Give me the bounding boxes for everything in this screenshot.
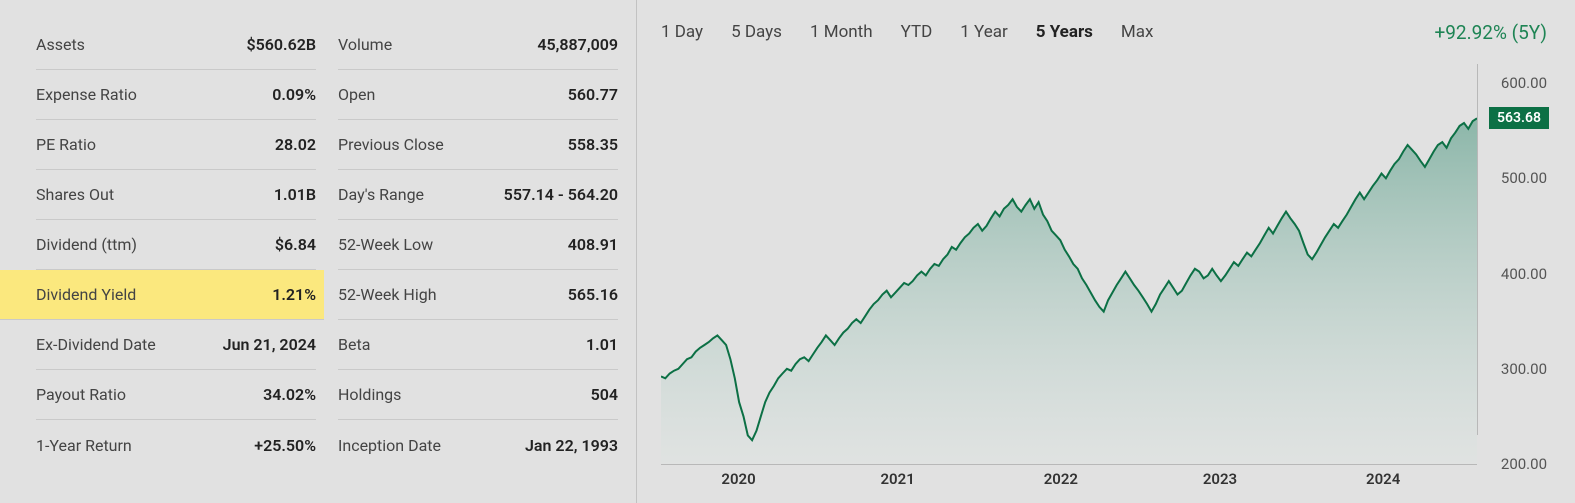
- stat-row-payout-ratio: Payout Ratio 34.02%: [36, 370, 316, 420]
- stats-panel: Assets $560.62B Expense Ratio 0.09% PE Ratio…: [0, 0, 636, 503]
- y-tick: 400.00: [1487, 265, 1547, 283]
- stat-label: Beta: [338, 335, 370, 354]
- stat-row-assets: Assets $560.62B: [36, 20, 316, 70]
- chart-area: 20202021202220232024 200.00300.00400.005…: [661, 64, 1547, 465]
- stat-value: +25.50%: [254, 436, 316, 455]
- stat-label: 52-Week High: [338, 285, 437, 304]
- x-tick: 2020: [721, 470, 755, 488]
- chart-panel: 1 Day 5 Days 1 Month YTD 1 Year 5 Years Max +9…: [636, 0, 1575, 503]
- chart-area-fill: [661, 118, 1477, 464]
- stat-value: 0.09%: [272, 85, 316, 104]
- y-tick: 600.00: [1487, 74, 1547, 92]
- stat-row-open: Open 560.77: [338, 70, 618, 120]
- stat-row-dividend-ttm: Dividend (ttm) $6.84: [36, 220, 316, 270]
- stat-label: Previous Close: [338, 135, 444, 154]
- stat-label: Expense Ratio: [36, 85, 137, 104]
- stat-row-pe-ratio: PE Ratio 28.02: [36, 120, 316, 170]
- stat-label: Day's Range: [338, 185, 424, 204]
- stat-row-wk52-low: 52-Week Low 408.91: [338, 220, 618, 270]
- stat-label: Volume: [338, 35, 392, 54]
- stat-label: Inception Date: [338, 436, 441, 455]
- y-tick: 500.00: [1487, 169, 1547, 187]
- stats-column-2: Volume 45,887,009 Open 560.77 Previous Close…: [338, 20, 618, 503]
- time-tab-max[interactable]: Max: [1121, 22, 1154, 42]
- stat-label: Assets: [36, 35, 85, 54]
- stat-row-one-year-return: 1-Year Return +25.50%: [36, 420, 316, 470]
- stat-label: Ex-Dividend Date: [36, 335, 156, 354]
- x-tick: 2021: [880, 470, 914, 488]
- stat-value: 1.01B: [274, 185, 316, 204]
- stat-value: 34.02%: [263, 385, 316, 404]
- time-tab-ytd[interactable]: YTD: [901, 22, 933, 42]
- stat-label: Holdings: [338, 385, 401, 404]
- stat-row-holdings: Holdings 504: [338, 370, 618, 420]
- stat-value: Jun 21, 2024: [223, 335, 316, 354]
- stat-row-wk52-high: 52-Week High 565.16: [338, 270, 618, 320]
- stat-row-volume: Volume 45,887,009: [338, 20, 618, 70]
- stat-value: 557.14 - 564.20: [504, 185, 618, 204]
- stat-value: $6.84: [275, 235, 316, 254]
- x-axis: 2020 2021 2022 2023 2024: [661, 464, 1477, 494]
- chart-plot: 20202021202220232024: [661, 64, 1477, 465]
- stats-column-1: Assets $560.62B Expense Ratio 0.09% PE Ratio…: [36, 20, 316, 503]
- time-tab-5y[interactable]: 5 Years: [1036, 22, 1093, 42]
- time-tab-1m[interactable]: 1 Month: [810, 22, 873, 42]
- stat-value: 28.02: [275, 135, 316, 154]
- stat-row-ex-div-date: Ex-Dividend Date Jun 21, 2024: [36, 320, 316, 370]
- stat-row-prev-close: Previous Close 558.35: [338, 120, 618, 170]
- stat-label: Dividend (ttm): [36, 235, 137, 254]
- price-line-chart: [661, 64, 1477, 464]
- stat-label: 52-Week Low: [338, 235, 433, 254]
- time-tab-5d[interactable]: 5 Days: [731, 22, 782, 42]
- stat-value: 1.01: [586, 335, 618, 354]
- stat-value: 408.91: [568, 235, 618, 254]
- current-price-badge: 563.68: [1489, 107, 1549, 129]
- stat-label: Shares Out: [36, 185, 114, 204]
- stat-row-dividend-yield: Dividend Yield 1.21%: [0, 270, 324, 320]
- stat-label: Dividend Yield: [36, 285, 136, 304]
- performance-return: +92.92% (5Y): [1434, 21, 1547, 44]
- y-tick: 300.00: [1487, 360, 1547, 378]
- time-tab-1y[interactable]: 1 Year: [960, 22, 1007, 42]
- stat-label: Open: [338, 85, 375, 104]
- chart-header: 1 Day 5 Days 1 Month YTD 1 Year 5 Years Max +9…: [661, 0, 1547, 64]
- stat-value: 565.16: [568, 285, 618, 304]
- stat-row-beta: Beta 1.01: [338, 320, 618, 370]
- stat-label: PE Ratio: [36, 135, 96, 154]
- stat-value: 45,887,009: [537, 35, 618, 54]
- stat-value: Jan 22, 1993: [525, 436, 618, 455]
- stat-row-shares-out: Shares Out 1.01B: [36, 170, 316, 220]
- y-tick: 200.00: [1487, 455, 1547, 473]
- stat-label: 1-Year Return: [36, 436, 132, 455]
- stat-value: 1.21%: [272, 285, 316, 304]
- x-tick: 2023: [1203, 470, 1237, 488]
- stat-label: Payout Ratio: [36, 385, 126, 404]
- stat-row-days-range: Day's Range 557.14 - 564.20: [338, 170, 618, 220]
- stat-row-expense-ratio: Expense Ratio 0.09%: [36, 70, 316, 120]
- stat-row-inception: Inception Date Jan 22, 1993: [338, 420, 618, 470]
- x-tick: 2022: [1044, 470, 1078, 488]
- x-tick: 2024: [1366, 470, 1400, 488]
- time-range-tabs: 1 Day 5 Days 1 Month YTD 1 Year 5 Years Max: [661, 22, 1153, 42]
- stat-value: 504: [591, 385, 618, 404]
- stat-value: 560.77: [568, 85, 618, 104]
- stat-value: $560.62B: [246, 35, 316, 54]
- stat-value: 558.35: [568, 135, 618, 154]
- y-axis: 200.00300.00400.00500.00600.00563.68: [1477, 64, 1547, 435]
- time-tab-1d[interactable]: 1 Day: [661, 22, 703, 42]
